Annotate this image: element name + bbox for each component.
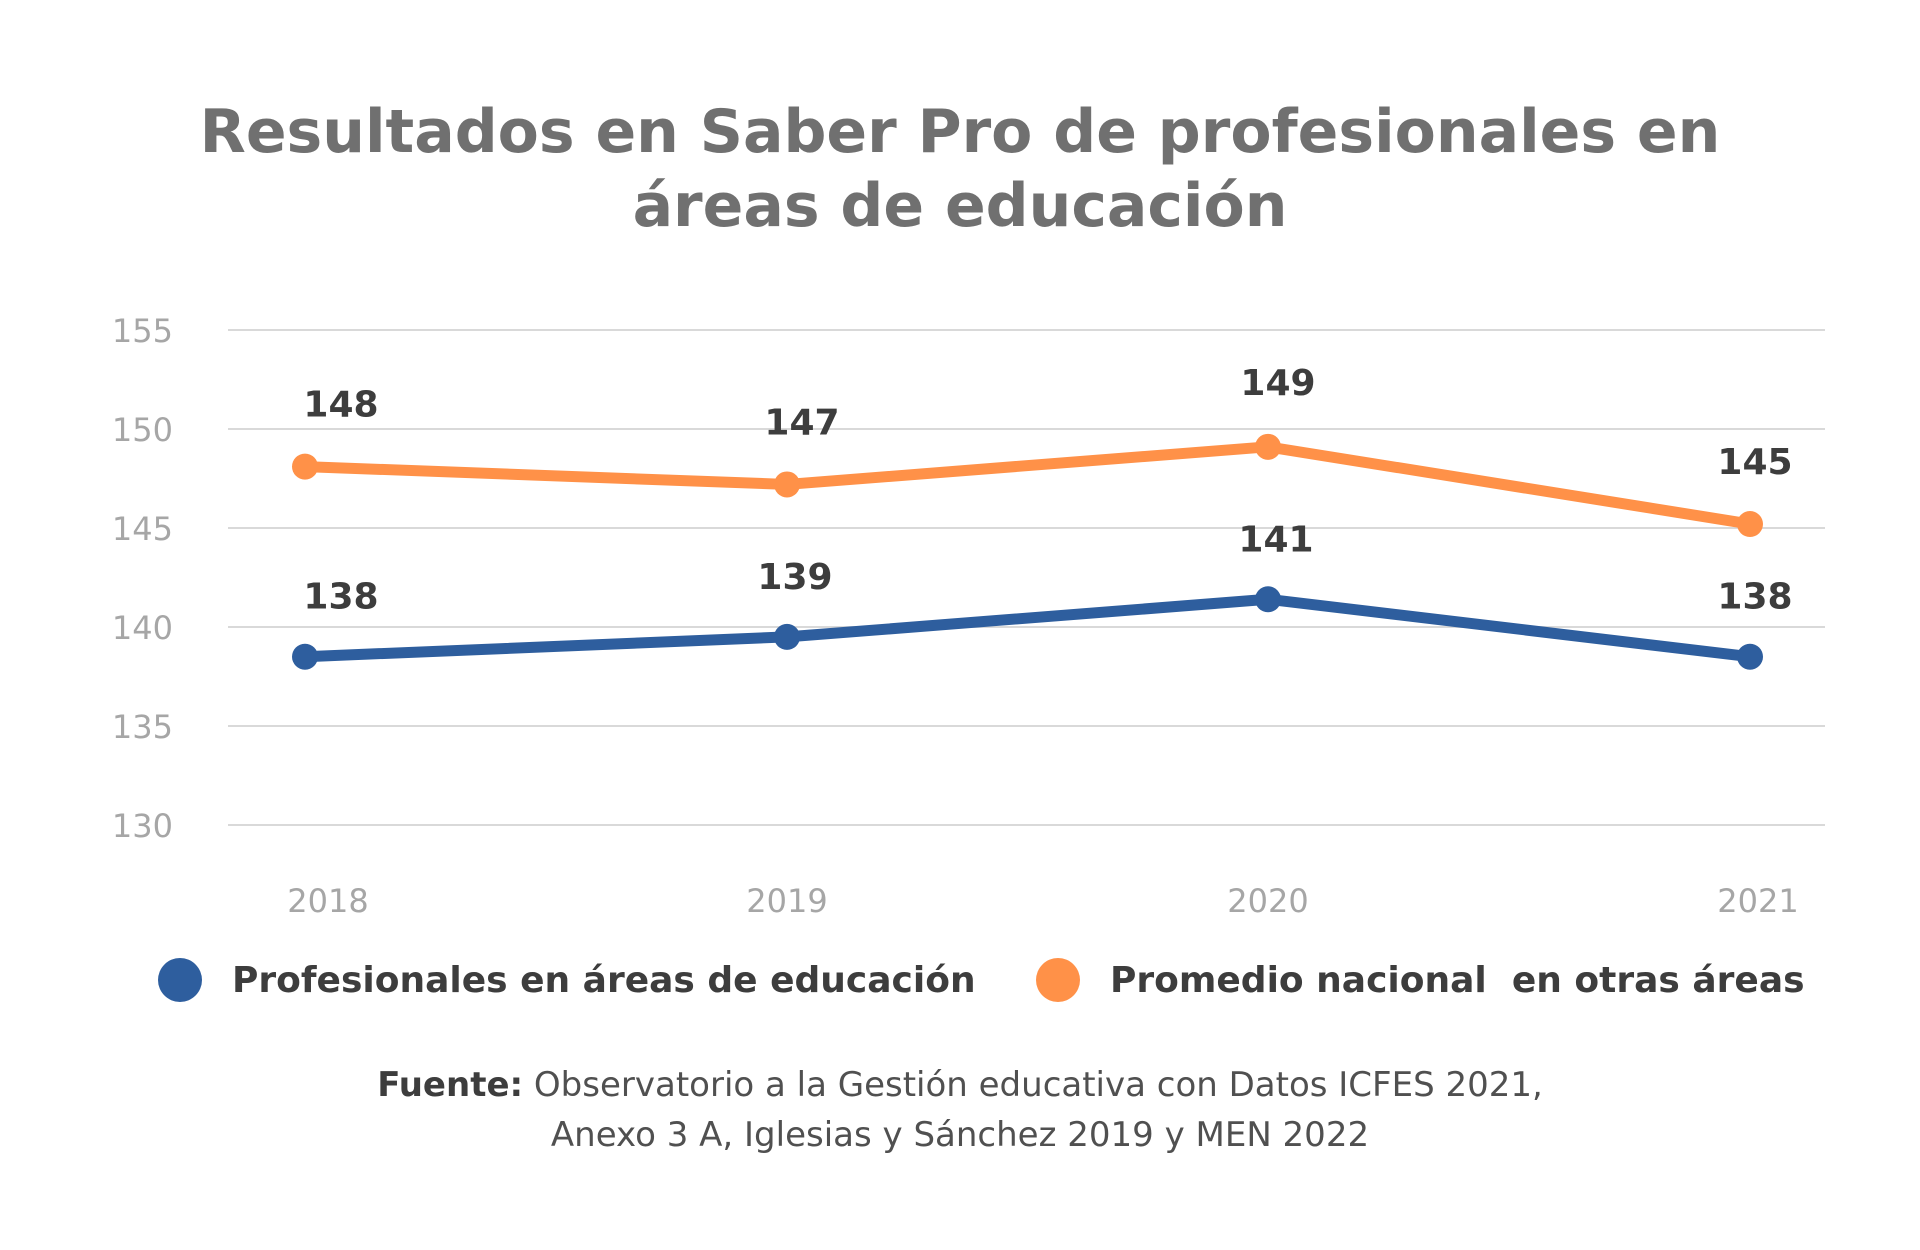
legend-label: Promedio nacional en otras áreas [1110,959,1805,1001]
data-point [1737,643,1763,670]
x-tick-label: 2020 [1227,882,1308,920]
y-tick-label: 145 [112,510,173,548]
data-point [774,623,800,650]
series-line [299,441,1756,530]
data-point [774,471,800,498]
data-labels: 138 139 141 138 148 147 149 145 [303,363,1792,618]
series-lines [292,433,1763,670]
legend-marker-orange [1036,958,1080,1002]
legend-item-promedio: Promedio nacional en otras áreas [1036,955,1805,1005]
y-tick-label: 150 [112,411,173,449]
data-point [1255,586,1281,613]
data-point [292,453,318,480]
source-label: Fuente: [377,1065,524,1105]
source-line-1: Fuente: Observatorio a la Gestión educat… [160,1060,1760,1110]
data-label: 138 [1717,577,1792,618]
grid-lines [228,329,1825,826]
data-label: 147 [764,402,839,443]
x-tick-label: 2019 [746,882,827,920]
data-label: 139 [757,557,832,598]
y-tick-label: 130 [112,807,173,845]
x-tick-label: 2021 [1717,882,1798,920]
data-label: 145 [1717,442,1792,483]
legend-item-profesionales: Profesionales en áreas de educación [158,955,976,1005]
data-point [1255,433,1281,460]
x-axis-ticks: 2018 2019 2020 2021 [287,882,1798,920]
source-text-1: Observatorio a la Gestión educativa con … [523,1065,1543,1105]
data-label: 148 [303,385,378,426]
y-tick-label: 140 [112,609,173,647]
data-point [292,643,318,670]
y-tick-label: 155 [112,312,173,350]
y-tick-label: 135 [112,708,173,746]
data-label: 149 [1240,363,1315,404]
source-line-2: Anexo 3 A, Iglesias y Sánchez 2019 y MEN… [550,1115,1370,1155]
source-note: Fuente: Observatorio a la Gestión educat… [160,1060,1760,1160]
data-point [1737,511,1763,538]
chart-title: Resultados en Saber Pro de profesionales… [199,97,1721,241]
y-axis-ticks: 155 150 145 140 135 130 [112,312,173,845]
x-tick-label: 2018 [287,882,368,920]
legend-marker-blue [158,958,202,1002]
legend-label: Profesionales en áreas de educación [232,959,976,1001]
data-label: 138 [303,577,378,618]
data-label: 141 [1238,519,1313,560]
series-line [299,593,1756,663]
